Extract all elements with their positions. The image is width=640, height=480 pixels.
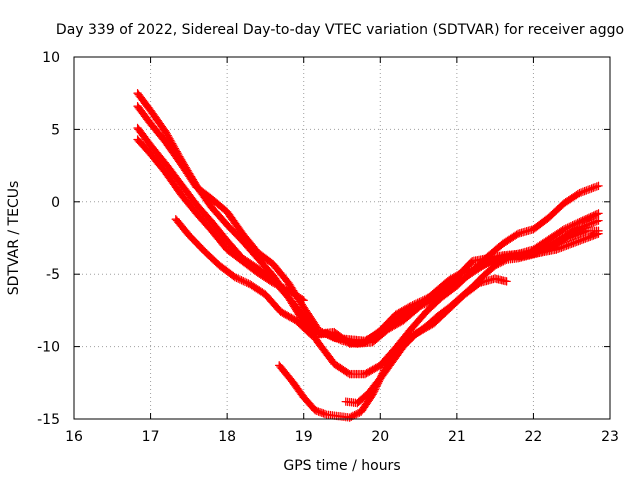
series-track-3 xyxy=(133,123,603,348)
series-track-4 xyxy=(133,135,308,305)
y-tick-label: 5 xyxy=(51,122,60,138)
x-axis-label: GPS time / hours xyxy=(283,458,400,474)
x-tick-label: 23 xyxy=(601,429,619,445)
series-markers xyxy=(133,88,603,379)
grid xyxy=(74,57,610,419)
x-tick-label: 16 xyxy=(65,429,83,445)
ticks xyxy=(73,56,611,420)
x-tick-label: 17 xyxy=(142,429,160,445)
x-tick-label: 20 xyxy=(371,429,389,445)
y-tick-label: -10 xyxy=(37,340,60,356)
chart-title: Day 339 of 2022, Sidereal Day-to-day VTE… xyxy=(56,22,624,38)
series-layer xyxy=(133,88,603,422)
x-tick-label: 22 xyxy=(525,429,543,445)
x-tick-labels: 16 17 18 19 20 21 22 23 xyxy=(65,429,619,445)
series-markers xyxy=(133,123,603,348)
y-tick-label: 0 xyxy=(51,195,60,211)
y-tick-label: -5 xyxy=(46,267,60,283)
y-axis-label: SDTVAR / TECUs xyxy=(6,181,22,296)
x-tick-label: 18 xyxy=(218,429,236,445)
series-track-1 xyxy=(133,88,603,379)
series-markers xyxy=(341,226,603,408)
y-tick-labels: -15 -10 -5 0 5 10 xyxy=(37,50,60,428)
x-tick-label: 19 xyxy=(295,429,313,445)
plot-frame xyxy=(73,56,611,420)
series-track-7 xyxy=(341,226,603,408)
y-tick-label: 10 xyxy=(42,50,60,66)
y-tick-label: -15 xyxy=(37,412,60,428)
x-tick-label: 21 xyxy=(448,429,466,445)
